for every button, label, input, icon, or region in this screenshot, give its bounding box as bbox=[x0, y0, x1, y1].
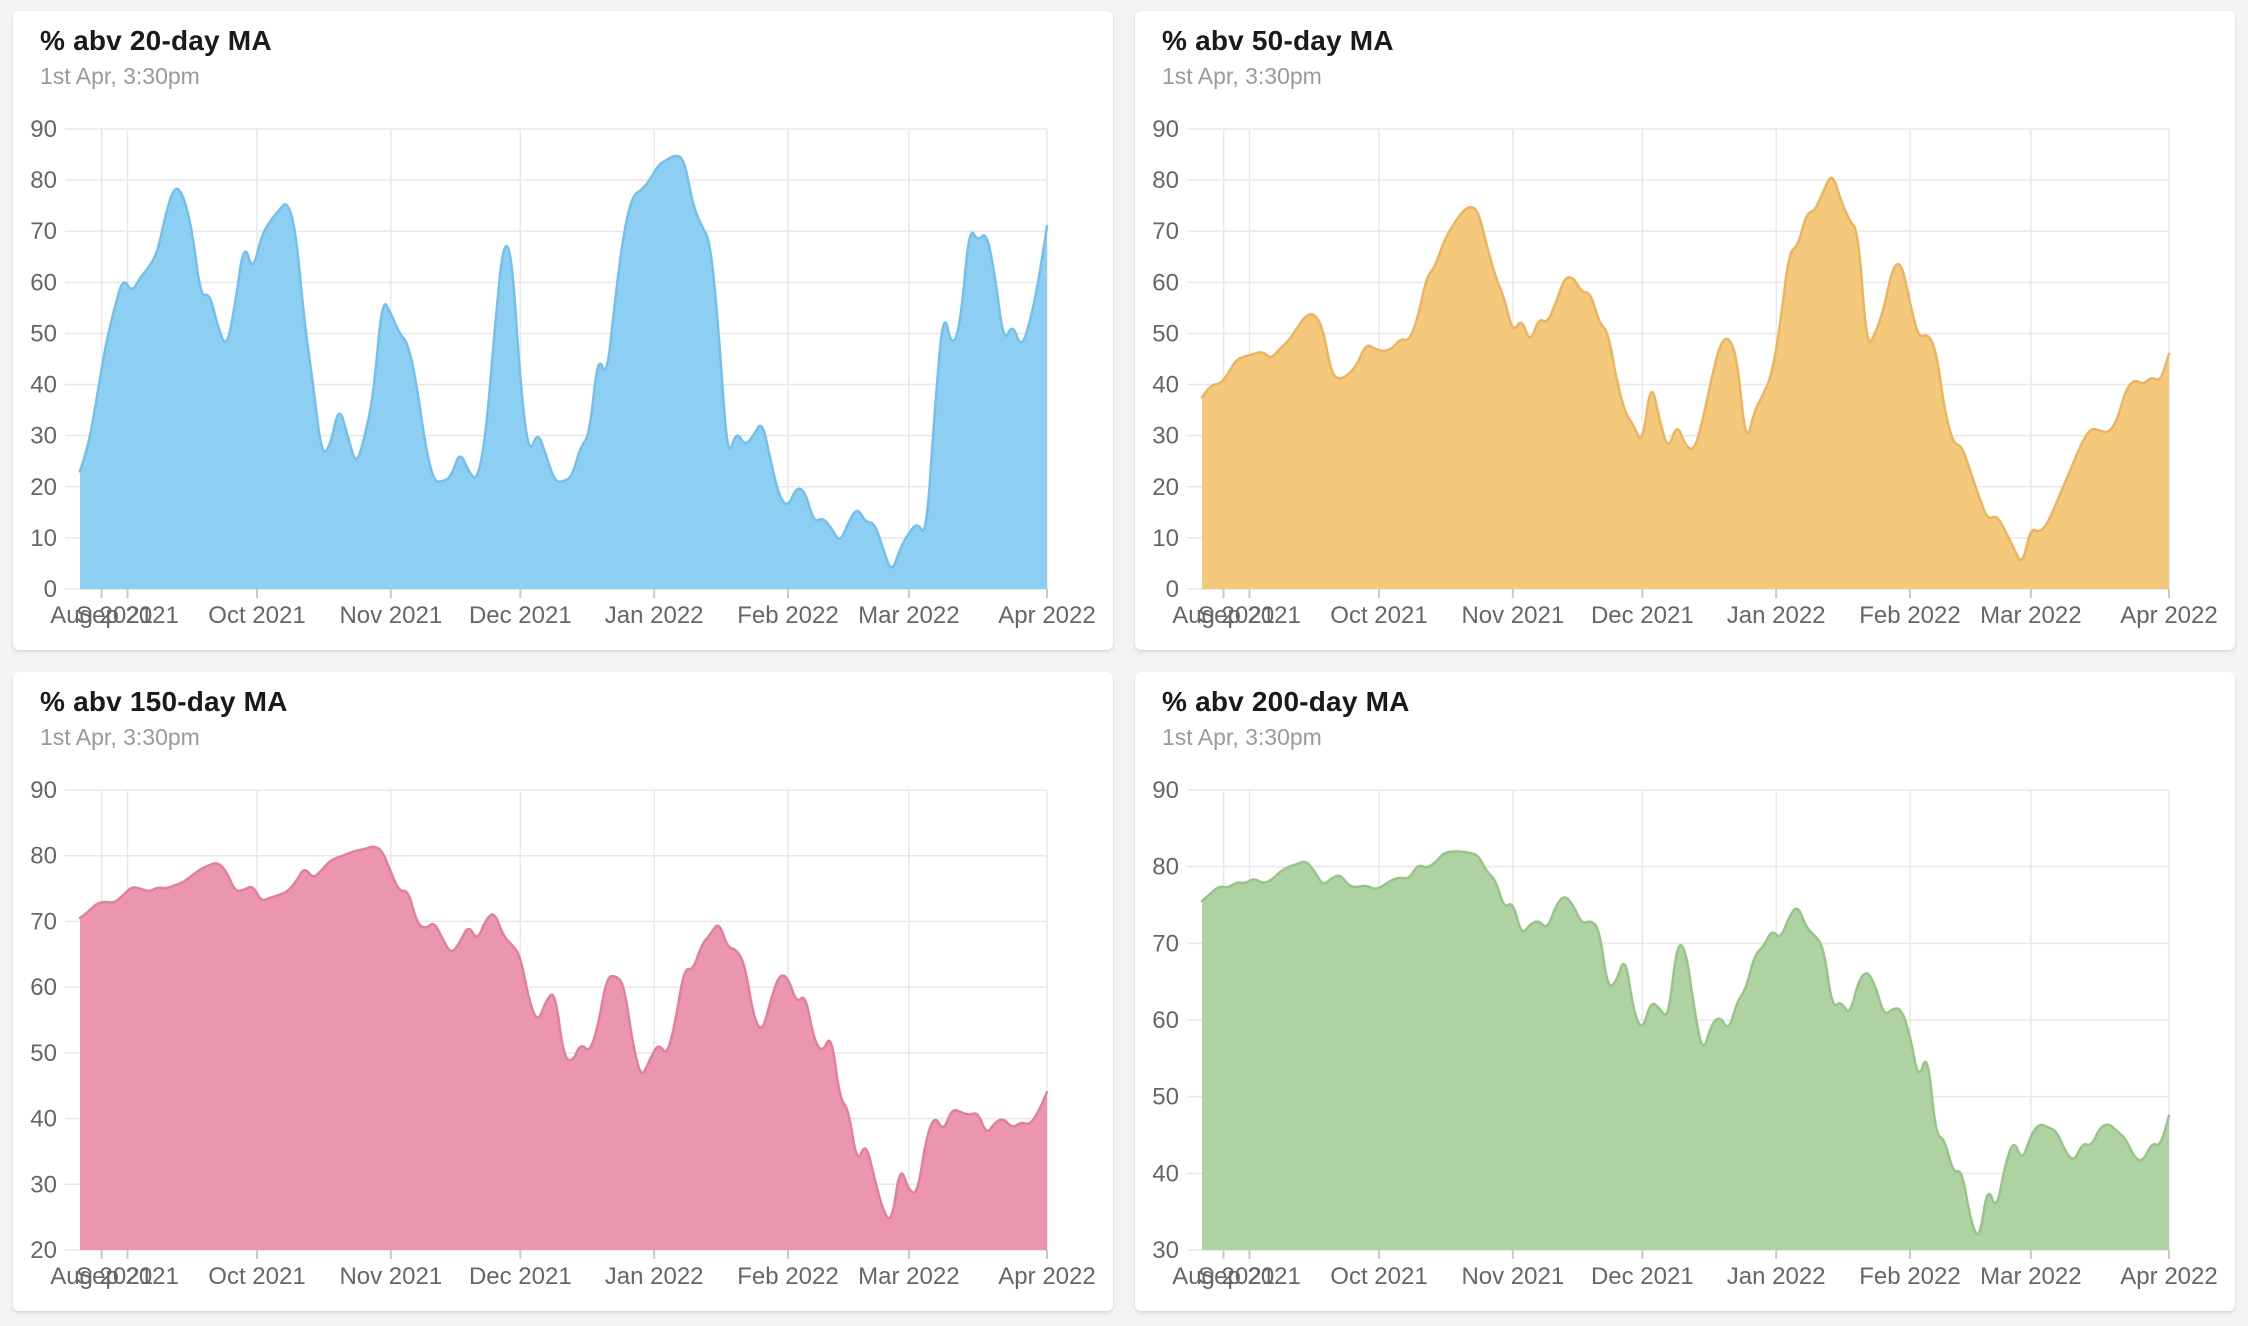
x-tick-label: Dec 2021 bbox=[469, 602, 572, 629]
y-tick-label: 70 bbox=[30, 218, 57, 245]
x-tick-label: Sep 2021 bbox=[76, 602, 179, 629]
chart-subtitle: 1st Apr, 3:30pm bbox=[40, 724, 200, 750]
x-tick-label: Dec 2021 bbox=[1591, 1263, 1694, 1290]
x-tick-label: Jan 2022 bbox=[1727, 602, 1826, 629]
x-tick-label: Aug 2021 bbox=[1172, 1263, 1275, 1290]
y-tick-label: 90 bbox=[30, 777, 57, 804]
y-tick-label: 30 bbox=[1152, 423, 1179, 450]
x-tick-label: Mar 2022 bbox=[1980, 602, 2081, 629]
y-tick-label: 60 bbox=[1152, 1007, 1179, 1034]
y-tick-label: 80 bbox=[1152, 167, 1179, 194]
x-tick-label: Oct 2021 bbox=[208, 602, 305, 629]
x-tick-label: Apr 2022 bbox=[2120, 602, 2217, 629]
area-series-fill bbox=[1202, 177, 2169, 589]
area-series-fill bbox=[80, 846, 1047, 1250]
x-tick-label: Dec 2021 bbox=[469, 1263, 572, 1290]
chart-subtitle: 1st Apr, 3:30pm bbox=[1162, 63, 1322, 89]
y-tick-label: 40 bbox=[1152, 1160, 1179, 1187]
area-series-fill bbox=[1202, 851, 2169, 1250]
chart-subtitle: 1st Apr, 3:30pm bbox=[40, 63, 200, 89]
x-tick-label: Apr 2022 bbox=[998, 1263, 1095, 1290]
y-tick-label: 50 bbox=[1152, 1084, 1179, 1111]
x-tick-label: Mar 2022 bbox=[1980, 1263, 2081, 1290]
x-tick-label: Apr 2022 bbox=[2120, 1263, 2217, 1290]
x-tick-label: Mar 2022 bbox=[858, 602, 959, 629]
y-tick-label: 60 bbox=[30, 269, 57, 296]
x-tick-label: Nov 2021 bbox=[339, 1263, 442, 1290]
chart-card-20-day-ma: % abv 20-day MA 1st Apr, 3:30pm 0 10 20 30 4… bbox=[13, 11, 1113, 650]
x-tick-label: Oct 2021 bbox=[1330, 602, 1427, 629]
chart-title: % abv 200-day MA bbox=[1162, 686, 1410, 717]
area-series-line bbox=[78, 154, 1049, 569]
y-tick-label: 0 bbox=[1166, 576, 1179, 603]
y-tick-label: 70 bbox=[1152, 930, 1179, 957]
x-tick-label: Sep 2021 bbox=[1198, 1263, 1301, 1290]
y-tick-label: 70 bbox=[30, 908, 57, 935]
x-tick-label: Apr 2022 bbox=[998, 602, 1095, 629]
y-tick-label: 30 bbox=[30, 423, 57, 450]
x-tick-label: Nov 2021 bbox=[1461, 1263, 1564, 1290]
x-tick-label: Jan 2022 bbox=[605, 1263, 704, 1290]
area-series-line bbox=[1200, 176, 2171, 562]
x-tick-label: Feb 2022 bbox=[737, 1263, 838, 1290]
area-series-line bbox=[78, 845, 1049, 1220]
y-tick-label: 40 bbox=[30, 372, 57, 399]
y-tick-label: 80 bbox=[1152, 854, 1179, 881]
chart-subtitle: 1st Apr, 3:30pm bbox=[1162, 724, 1322, 750]
y-tick-label: 70 bbox=[1152, 218, 1179, 245]
y-tick-label: 90 bbox=[1152, 777, 1179, 804]
area-series-fill bbox=[80, 155, 1047, 589]
y-tick-label: 50 bbox=[30, 320, 57, 347]
x-tick-label: Oct 2021 bbox=[208, 1263, 305, 1290]
y-tick-label: 10 bbox=[30, 525, 57, 552]
x-tick-label: Aug 2021 bbox=[50, 602, 153, 629]
y-tick-label: 50 bbox=[1152, 320, 1179, 347]
y-tick-label: 80 bbox=[30, 843, 57, 870]
x-tick-label: Dec 2021 bbox=[1591, 602, 1694, 629]
y-tick-label: 0 bbox=[44, 576, 57, 603]
chart-title: % abv 150-day MA bbox=[40, 686, 288, 717]
y-tick-label: 80 bbox=[30, 167, 57, 194]
x-tick-label: Sep 2021 bbox=[76, 1263, 179, 1290]
y-tick-label: 20 bbox=[1152, 474, 1179, 501]
x-tick-label: Sep 2021 bbox=[1198, 602, 1301, 629]
x-tick-label: Jan 2022 bbox=[1727, 1263, 1826, 1290]
x-tick-label: Oct 2021 bbox=[1330, 1263, 1427, 1290]
y-tick-label: 40 bbox=[30, 1106, 57, 1133]
y-tick-label: 10 bbox=[1152, 525, 1179, 552]
y-tick-label: 30 bbox=[1152, 1237, 1179, 1264]
y-tick-label: 50 bbox=[30, 1040, 57, 1067]
x-tick-label: Feb 2022 bbox=[1859, 1263, 1960, 1290]
y-tick-label: 90 bbox=[1152, 116, 1179, 143]
x-tick-label: Jan 2022 bbox=[605, 602, 704, 629]
area-series-line bbox=[1200, 850, 2171, 1236]
x-tick-label: Nov 2021 bbox=[339, 602, 442, 629]
chart-card-50-day-ma: % abv 50-day MA 1st Apr, 3:30pm 0 10 20 30 4… bbox=[1135, 11, 2235, 650]
y-tick-label: 20 bbox=[30, 474, 57, 501]
chart-title: % abv 20-day MA bbox=[40, 25, 272, 56]
chart-card-150-day-ma: % abv 150-day MA 1st Apr, 3:30pm 20 30 40 5… bbox=[13, 672, 1113, 1311]
y-tick-label: 30 bbox=[30, 1171, 57, 1198]
chart-title: % abv 50-day MA bbox=[1162, 25, 1394, 56]
y-tick-label: 20 bbox=[30, 1237, 57, 1264]
y-tick-label: 60 bbox=[30, 974, 57, 1001]
chart-card-200-day-ma: % abv 200-day MA 1st Apr, 3:30pm 30 40 50 6… bbox=[1135, 672, 2235, 1311]
y-tick-label: 60 bbox=[1152, 269, 1179, 296]
x-tick-label: Nov 2021 bbox=[1461, 602, 1564, 629]
y-tick-label: 40 bbox=[1152, 372, 1179, 399]
y-tick-label: 90 bbox=[30, 116, 57, 143]
x-tick-label: Feb 2022 bbox=[737, 602, 838, 629]
x-tick-label: Aug 2021 bbox=[1172, 602, 1275, 629]
x-tick-label: Aug 2021 bbox=[50, 1263, 153, 1290]
x-tick-label: Feb 2022 bbox=[1859, 602, 1960, 629]
x-tick-label: Mar 2022 bbox=[858, 1263, 959, 1290]
